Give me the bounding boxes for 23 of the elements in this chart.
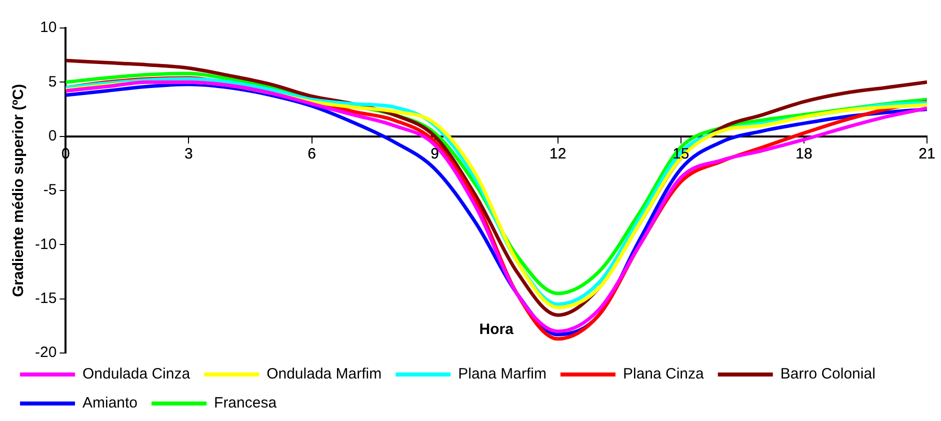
- x-tick-label: 21: [918, 145, 936, 162]
- legend-label: Ondulada Marfim: [266, 366, 382, 383]
- x-tick-label: 6: [308, 145, 316, 162]
- legend-label: Ondulada Cinza: [82, 366, 191, 383]
- y-tick-label: -5: [43, 182, 57, 199]
- legend-label: Plana Cinza: [622, 366, 705, 383]
- y-tick-label: -15: [34, 290, 57, 307]
- y-tick-label: 0: [48, 127, 57, 144]
- y-tick-label: 10: [40, 19, 57, 36]
- y-tick-label: 5: [48, 73, 57, 90]
- legend-label: Barro Colonial: [780, 366, 876, 383]
- y-tick-label: -10: [34, 236, 57, 253]
- y-tick-label: -20: [34, 344, 57, 362]
- x-tick-label: 15: [672, 145, 690, 162]
- legend-label: Francesa: [214, 394, 278, 412]
- x-tick-label: 18: [796, 145, 812, 162]
- legend-label: Amianto: [82, 394, 138, 412]
- legend-label: Plana Marfim: [458, 366, 546, 383]
- x-tick-label: 3: [184, 145, 193, 162]
- y-axis-title: Gradiente médio superior (ºC): [10, 84, 28, 298]
- x-axis-title: Hora: [479, 320, 514, 338]
- x-tick-label: 9: [430, 145, 439, 162]
- x-tick-label: 12: [550, 145, 566, 162]
